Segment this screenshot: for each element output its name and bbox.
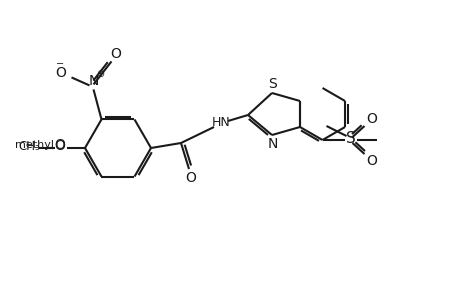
- Text: HN: HN: [211, 116, 230, 128]
- Text: O: O: [185, 171, 196, 185]
- Text: −: −: [56, 59, 64, 69]
- Text: O: O: [365, 154, 376, 168]
- Text: methyl: methyl: [16, 140, 54, 150]
- Text: O: O: [55, 66, 66, 80]
- Text: O: O: [365, 112, 376, 126]
- Text: S: S: [345, 130, 355, 146]
- Text: O: O: [110, 47, 121, 61]
- Text: CH₃: CH₃: [18, 140, 40, 152]
- Text: ⊕: ⊕: [96, 69, 104, 80]
- Text: O: O: [55, 138, 65, 152]
- Text: O: O: [55, 139, 65, 153]
- Text: N: N: [88, 74, 99, 88]
- Text: S: S: [268, 77, 277, 91]
- Text: N: N: [267, 137, 278, 151]
